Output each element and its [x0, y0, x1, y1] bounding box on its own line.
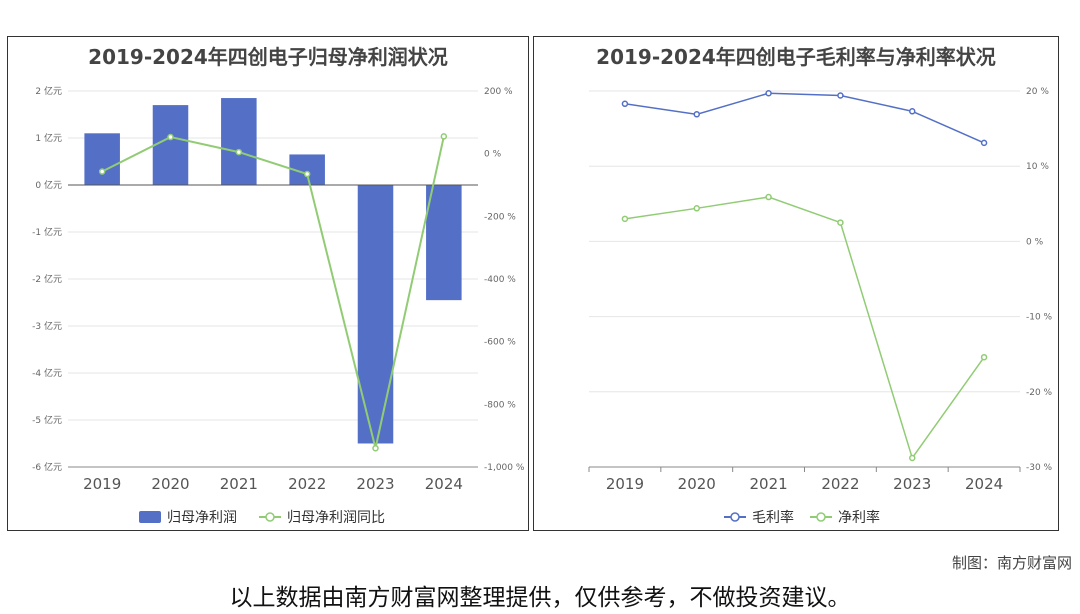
x-tick-label: 2022	[288, 475, 326, 493]
y-right-tick-label: 10 %	[1026, 162, 1049, 172]
x-tick-label: 2021	[749, 475, 787, 493]
y-right-tick-label: -200 %	[484, 212, 516, 222]
legend-swatch-bar	[139, 511, 161, 523]
x-tick-label: 2024	[425, 475, 463, 493]
y-right-tick-label: -600 %	[484, 338, 516, 348]
x-tick-label: 2023	[356, 475, 394, 493]
y-left-tick-label: -2 亿元	[32, 273, 62, 285]
y-left-tick-label: 2 亿元	[35, 85, 62, 97]
x-tick-label: 2022	[821, 475, 859, 493]
series-line	[624, 92, 985, 144]
yoy-point	[235, 148, 243, 156]
y-right-tick-label: 200 %	[484, 87, 513, 97]
legend-label: 归母净利润	[167, 509, 237, 526]
x-tick-label: 2021	[220, 475, 258, 493]
chart-title: 2019-2024年四创电子归母净利润状况	[88, 45, 448, 69]
bar	[221, 98, 257, 185]
y-right-tick-label: -400 %	[484, 275, 516, 285]
legend-swatch-marker	[816, 512, 826, 522]
series-point	[765, 193, 772, 201]
series-point	[980, 353, 988, 361]
yoy-point	[440, 133, 448, 140]
y-right-tick-label: -10 %	[1026, 313, 1053, 323]
x-tick-label: 2020	[151, 475, 189, 493]
legend-label: 归母净利润同比	[287, 509, 385, 526]
series-point	[837, 92, 844, 99]
x-tick-label: 2024	[965, 475, 1003, 493]
yoy-point	[98, 168, 106, 175]
disclaimer-text: 以上数据由南方财富网整理提供，仅供参考，不做投资建议。	[229, 585, 851, 611]
series-point	[621, 215, 629, 223]
y-left-tick-label: 0 亿元	[35, 179, 62, 191]
y-left-tick-label: -5 亿元	[32, 414, 62, 426]
series-point	[837, 219, 844, 226]
yoy-point	[372, 444, 379, 452]
margin-chart-panel: 2019-2024年四创电子毛利率与净利率状况 20 % 10 % 0 % -10 %…	[533, 36, 1059, 531]
y-left-tick-label: 1 亿元	[35, 132, 62, 144]
series-point	[909, 108, 916, 115]
y-right-tick-label: -800 %	[484, 400, 516, 410]
yoy-point	[167, 133, 174, 141]
legend-swatch-marker	[730, 512, 740, 522]
series-point	[621, 100, 629, 108]
x-tick-label: 2020	[678, 475, 716, 493]
y-right-tick-label: 20 %	[1026, 87, 1049, 97]
yoy-line	[101, 136, 445, 449]
y-right-tick-label: -30 %	[1026, 463, 1053, 473]
bar	[152, 105, 189, 185]
legend-swatch-marker	[265, 512, 275, 522]
y-left-tick-label: -1 亿元	[32, 226, 62, 238]
y-left-tick-label: -4 亿元	[32, 367, 62, 379]
y-left-tick-label: -3 亿元	[32, 320, 62, 332]
series-point	[765, 90, 772, 97]
series-point	[693, 111, 700, 118]
series-point	[693, 205, 700, 212]
y-right-tick-label: 0 %	[1026, 237, 1044, 247]
net-profit-chart: 2 亿元 1 亿元 0 亿元 -1 亿元 -2 亿元 -3 亿元 -4 亿元 -5 亿元 -6 …	[32, 85, 525, 526]
yoy-point	[303, 170, 311, 178]
margin-chart: 20 % 10 % 0 % -10 % -20 % -30 % 2019 2020 2021 20…	[588, 87, 1053, 526]
bar	[357, 185, 394, 444]
y-right-tick-label: 0 %	[484, 150, 502, 160]
y-right-tick-label: -20 %	[1026, 388, 1053, 398]
y-right-tick-label: -1,000 %	[484, 463, 525, 473]
net-profit-chart-panel: 2019-2024年四创电子归母净利润状况 2 亿元 1 亿元 0 亿元 -1 亿元 -…	[7, 36, 529, 531]
x-tick-label: 2023	[893, 475, 931, 493]
bar	[84, 133, 120, 185]
series-point	[980, 139, 988, 147]
legend-label: 净利率	[838, 509, 880, 526]
x-tick-label: 2019	[606, 475, 644, 493]
legend-label: 毛利率	[752, 509, 794, 526]
chart-title: 2019-2024年四创电子毛利率与净利率状况	[596, 45, 996, 69]
series-line	[624, 196, 985, 460]
x-tick-label: 2019	[83, 475, 121, 493]
y-left-tick-label: -6 亿元	[32, 461, 62, 473]
chart-credit: 制图：南方财富网	[951, 554, 1072, 572]
bar	[426, 185, 462, 301]
series-point	[909, 454, 916, 462]
